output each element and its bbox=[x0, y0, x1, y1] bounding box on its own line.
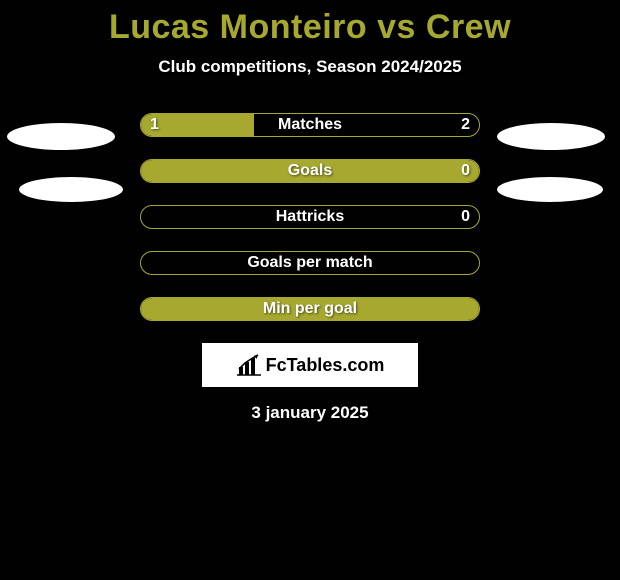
stat-label: Goals bbox=[140, 159, 480, 183]
stat-row: Goals per match bbox=[140, 251, 480, 275]
page-title: Lucas Monteiro vs Crew bbox=[0, 0, 620, 47]
stat-row: Matches1 2 bbox=[140, 113, 480, 137]
stat-label: Matches bbox=[140, 113, 480, 137]
stat-value-right: 0 bbox=[461, 159, 470, 183]
bar-chart-icon bbox=[236, 354, 262, 376]
decorative-ellipse bbox=[19, 177, 123, 202]
stat-label: Hattricks bbox=[140, 205, 480, 229]
footer-date: 3 january 2025 bbox=[0, 403, 620, 423]
stat-label: Goals per match bbox=[140, 251, 480, 275]
comparison-infographic: Lucas Monteiro vs Crew Club competitions… bbox=[0, 0, 620, 580]
stat-label: Min per goal bbox=[140, 297, 480, 321]
brand-text: FcTables.com bbox=[266, 355, 385, 376]
stat-row: Goals0 bbox=[140, 159, 480, 183]
stat-value-left: 1 bbox=[150, 113, 159, 137]
decorative-ellipse bbox=[497, 177, 603, 202]
decorative-ellipse bbox=[497, 123, 605, 150]
stat-value-right: 2 bbox=[461, 113, 470, 137]
stat-value-right: 0 bbox=[461, 205, 470, 229]
stat-row: Min per goal bbox=[140, 297, 480, 321]
stat-row: Hattricks0 bbox=[140, 205, 480, 229]
brand-box: FcTables.com bbox=[202, 343, 418, 387]
subtitle: Club competitions, Season 2024/2025 bbox=[0, 57, 620, 77]
decorative-ellipse bbox=[7, 123, 115, 150]
